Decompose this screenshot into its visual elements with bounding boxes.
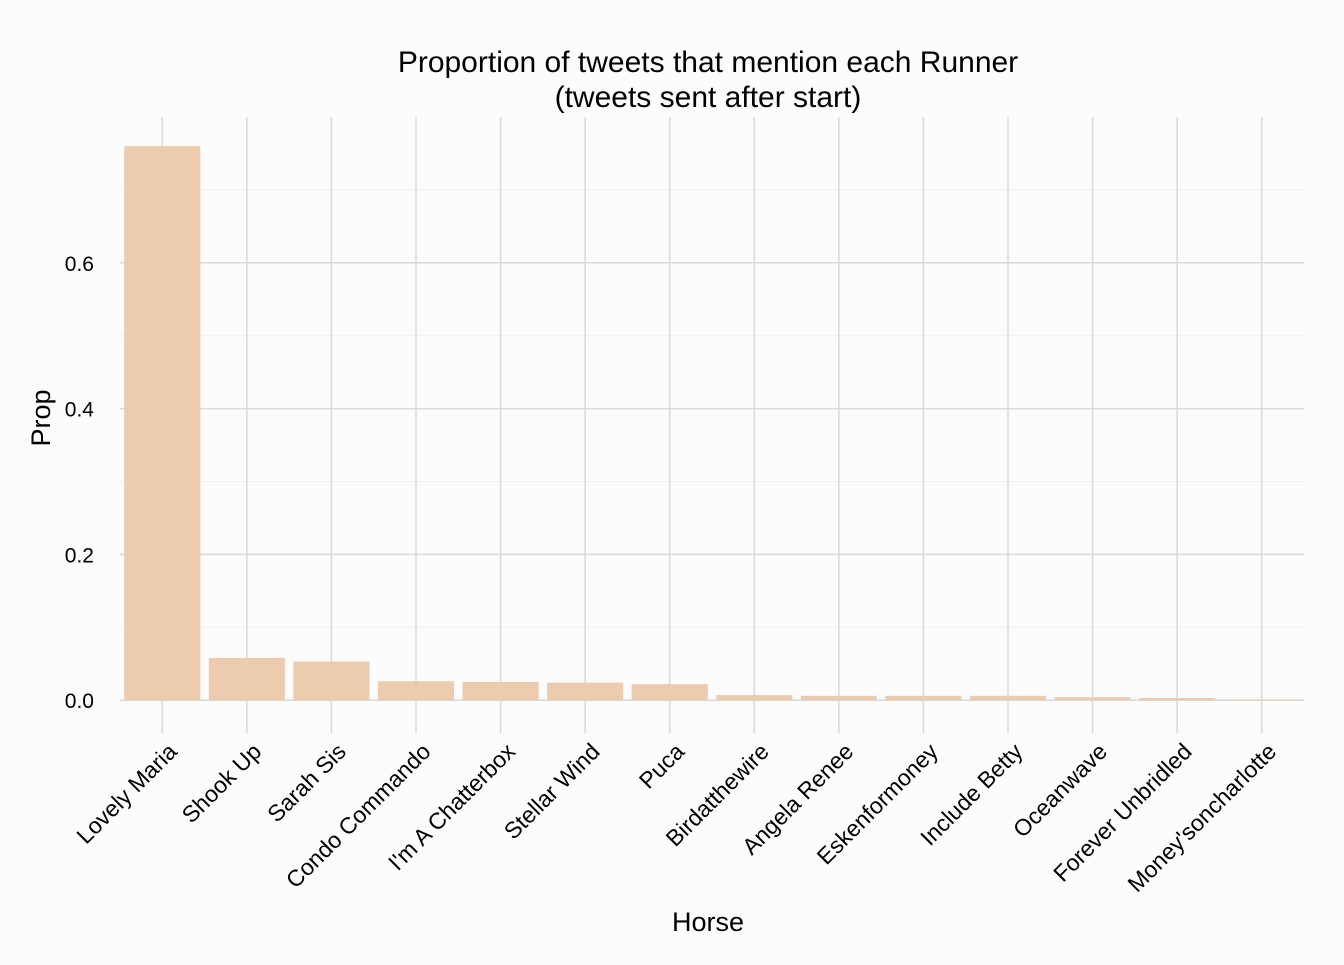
x-tick-label: Sarah Sis	[262, 738, 351, 827]
bar	[1139, 698, 1216, 701]
bar	[377, 681, 455, 701]
y-tick-label: 0.2	[65, 544, 94, 567]
bar	[1054, 697, 1131, 701]
bar	[631, 684, 708, 701]
x-tick-label: Shook Up	[177, 738, 267, 828]
bar	[462, 681, 539, 701]
x-tick-label: Condo Commando	[281, 738, 436, 893]
bar	[124, 146, 201, 701]
grid	[120, 117, 1304, 733]
x-axis-title: Horse	[672, 907, 744, 937]
y-tick-label: 0.4	[65, 399, 95, 422]
bar	[800, 695, 877, 701]
bar	[969, 695, 1047, 701]
bar	[716, 695, 793, 701]
bar	[293, 661, 370, 701]
bar	[1223, 699, 1300, 701]
y-tick-label: 0.0	[65, 690, 94, 713]
y-tick-label: 0.6	[65, 253, 94, 276]
bar	[885, 695, 962, 701]
chart-title: Proportion of tweets that mention each R…	[398, 46, 1018, 79]
chart-subtitle: (tweets sent after start)	[555, 81, 862, 114]
bar	[208, 657, 285, 701]
x-tick-label: Lovely Maria	[71, 738, 182, 849]
bars	[124, 146, 1300, 701]
x-tick-label: Money'soncharlotte	[1122, 738, 1281, 897]
x-tick-label: Puca	[634, 738, 690, 794]
bar	[547, 682, 624, 701]
y-axis-title: Prop	[26, 389, 56, 446]
